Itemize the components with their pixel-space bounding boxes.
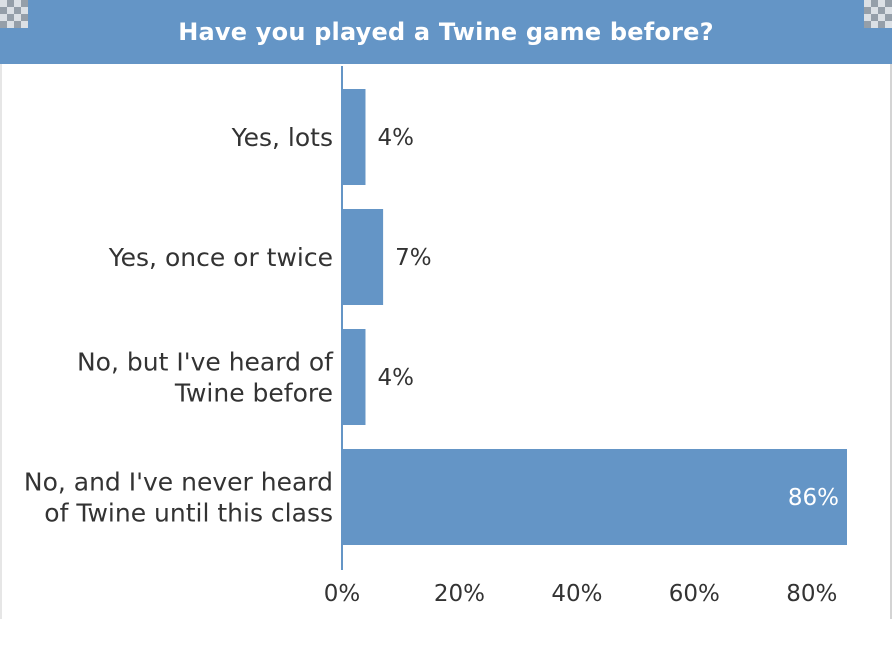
x-tick-label: 0% bbox=[324, 581, 361, 607]
resize-handle-icon[interactable] bbox=[0, 0, 28, 28]
bar bbox=[342, 89, 366, 185]
category-label: of Twine until this class bbox=[44, 499, 333, 528]
category-label: No, and I've never heard bbox=[24, 468, 333, 497]
x-tick-label: 80% bbox=[786, 581, 837, 607]
resize-handle-icon[interactable] bbox=[864, 0, 892, 28]
bar bbox=[342, 449, 847, 545]
category-label: Twine before bbox=[174, 379, 333, 408]
data-label: 4% bbox=[377, 125, 414, 151]
x-tick-label: 40% bbox=[551, 581, 602, 607]
data-label: 86% bbox=[788, 485, 839, 511]
x-tick-label: 60% bbox=[669, 581, 720, 607]
x-tick-label: 20% bbox=[434, 581, 485, 607]
chart-title: Have you played a Twine game before? bbox=[178, 18, 714, 46]
category-label: Yes, lots bbox=[231, 123, 333, 152]
data-label: 4% bbox=[377, 365, 414, 391]
category-label: Yes, once or twice bbox=[108, 243, 333, 272]
chart-header: Have you played a Twine game before? bbox=[0, 0, 892, 64]
bar bbox=[342, 209, 384, 305]
panel-border-left bbox=[0, 64, 2, 619]
bar bbox=[342, 329, 366, 425]
data-label: 7% bbox=[395, 245, 432, 271]
panel-border-right bbox=[890, 64, 892, 619]
category-label: No, but I've heard of bbox=[77, 348, 334, 377]
